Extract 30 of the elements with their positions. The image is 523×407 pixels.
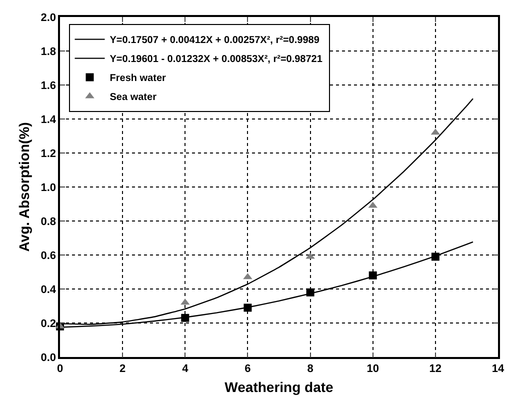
legend-label: Fresh water [110, 73, 166, 84]
y-tick-label: 0.6 [40, 250, 56, 262]
y-tick-label: 0.2 [40, 318, 56, 330]
x-tick-label: 8 [307, 362, 314, 375]
y-tick-label: 1.6 [40, 80, 56, 92]
x-tick-label: 10 [366, 362, 379, 375]
y-axis-title: Avg. Absorption(%) [16, 122, 32, 252]
y-tick-label: 0.4 [40, 284, 57, 296]
point [181, 314, 190, 322]
y-tick-label: 1.0 [40, 182, 56, 194]
x-axis-title: Weathering date [224, 378, 334, 395]
legend-label: Y=0.17507 + 0.00412X + 0.00257X², r²=0.9989 [110, 35, 320, 46]
x-tick-label: 4 [182, 362, 190, 375]
x-tick-label: 6 [244, 362, 251, 375]
legend-label: Y=0.19601 - 0.01232X + 0.00853X², r²=0.98721 [110, 54, 323, 66]
y-tick-label: 1.8 [40, 46, 56, 58]
x-tick-label: 12 [429, 362, 442, 375]
x-tick-label: 14 [492, 362, 505, 375]
x-tick-label: 2 [120, 362, 126, 375]
y-tick-label: 1.4 [40, 114, 57, 126]
point [244, 304, 252, 312]
point [368, 271, 377, 280]
x-tick-label: 0 [56, 362, 64, 375]
y-tick-label: 2.0 [40, 12, 56, 24]
legend-label: Sea water [110, 92, 157, 104]
y-tick-label: 0.0 [40, 352, 56, 364]
point [306, 288, 314, 296]
y-tick-label: 1.2 [40, 148, 56, 160]
point [431, 252, 440, 261]
y-tick-label: 0.8 [40, 216, 56, 228]
